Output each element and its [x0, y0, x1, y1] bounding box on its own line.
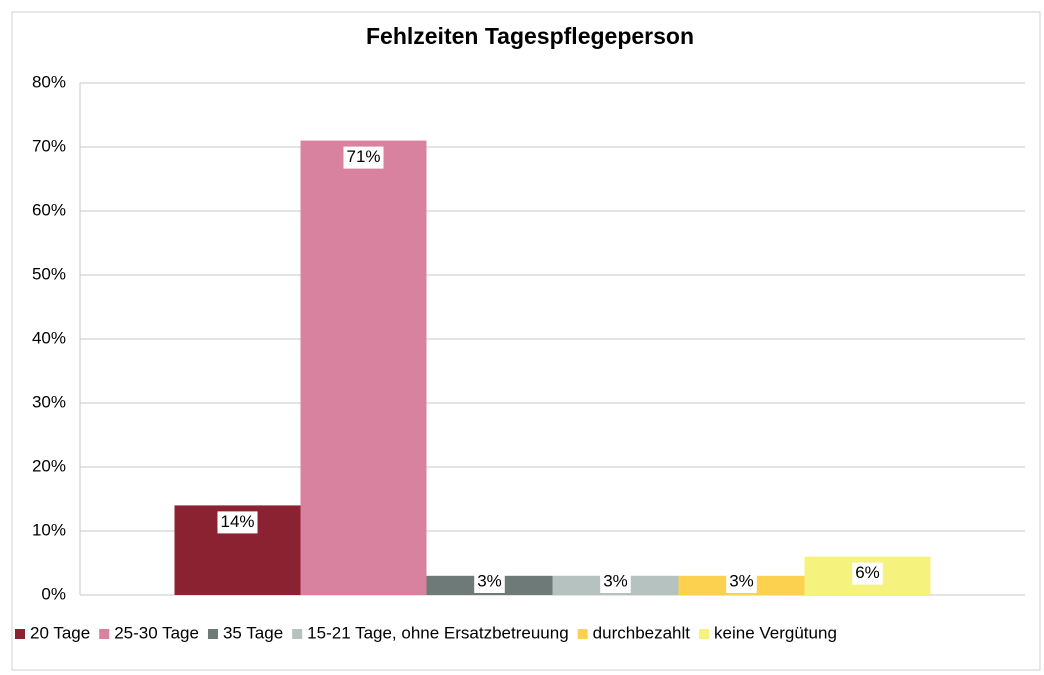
legend-swatch [292, 629, 303, 639]
legend-label: 20 Tage [30, 623, 90, 642]
legend-swatch [15, 629, 25, 639]
legend-label: keine Vergütung [714, 623, 837, 642]
legend-swatch [699, 629, 710, 639]
bar [300, 140, 427, 595]
y-tick-label: 50% [32, 264, 66, 283]
data-label: 3% [729, 571, 754, 590]
data-label: 3% [477, 571, 502, 590]
legend-label: durchbezahlt [593, 623, 691, 642]
y-tick-label: 80% [32, 72, 66, 91]
y-tick-label: 30% [32, 392, 66, 411]
y-tick-label: 10% [32, 520, 66, 539]
y-tick-label: 60% [32, 200, 66, 219]
data-label-box [600, 571, 631, 593]
data-label: 6% [855, 563, 880, 582]
y-tick-label: 40% [32, 328, 66, 347]
y-tick-label: 70% [32, 136, 66, 155]
chart-title: Fehlzeiten Tagespflegeperson [366, 23, 694, 49]
data-label-box [726, 571, 757, 593]
legend-swatch [99, 629, 110, 639]
data-label: 14% [220, 512, 254, 531]
legend-label: 15-21 Tage, ohne Ersatzbetreuung [307, 623, 569, 642]
y-tick-label: 0% [41, 584, 66, 603]
data-label: 3% [603, 571, 628, 590]
legend-label: 25-30 Tage [114, 623, 199, 642]
data-label-box [343, 146, 384, 169]
data-label-box [852, 562, 883, 585]
y-tick-label: 20% [32, 456, 66, 475]
data-label-box [217, 511, 258, 534]
legend-swatch [577, 629, 588, 639]
legend-label: 35 Tage [223, 623, 283, 642]
legend-swatch [207, 629, 218, 639]
data-label-box [474, 571, 505, 593]
data-label: 71% [346, 147, 380, 166]
